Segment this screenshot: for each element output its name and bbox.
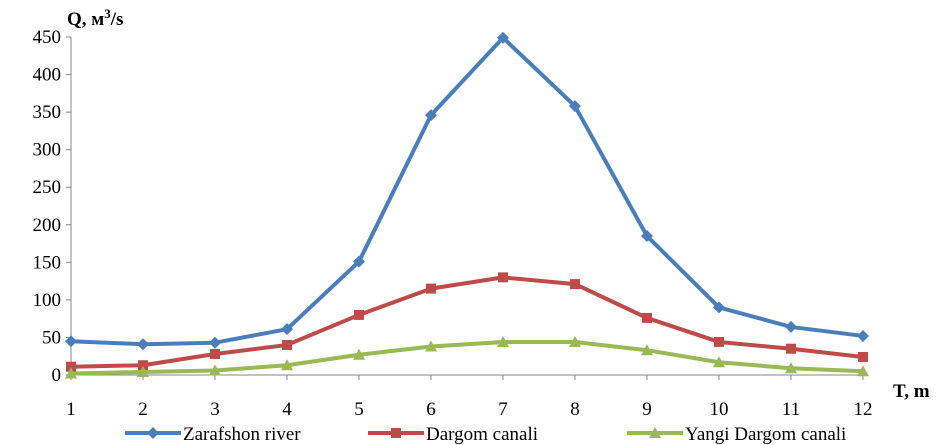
data-point [641,230,653,243]
data-point [714,336,724,347]
legend-marker [649,427,661,438]
series-3 [65,335,869,379]
x-tick-label: 11 [782,399,800,420]
series-line [70,339,864,376]
y-ticks: 0 50 100 150 200 250 300 350 400 450 [33,27,71,386]
legend-label: Dargom canali [426,424,538,445]
data-point [281,359,293,371]
data-point [713,356,725,368]
data-point [281,323,293,336]
data-point [785,320,797,333]
data-point [569,335,581,347]
data-point [354,309,364,320]
data-point [282,339,292,350]
y-tick-label: 100 [33,290,62,311]
legend-item: Yangi Dargom canali [627,424,846,445]
x-tick-label: 1 [66,399,76,420]
y-tick-label: 0 [52,365,62,386]
x-tick-label: 5 [354,399,364,420]
y-tick-label: 50 [42,327,61,348]
x-tick-label: 9 [642,399,652,420]
y-tick-label: 400 [33,65,62,86]
data-point [857,365,869,377]
legend-marker [147,427,159,439]
data-point [713,301,725,314]
axes [70,37,863,376]
x-axis-title: T, m [893,381,930,402]
x-tick-label: 4 [282,399,292,420]
x-tick-label: 2 [138,399,148,420]
data-point [425,340,437,352]
data-point [353,348,365,360]
data-point [642,312,652,323]
data-point [497,335,509,347]
x-tick-label: 12 [854,399,873,420]
series-group [65,31,869,379]
data-point [65,335,77,348]
data-point [65,367,77,379]
data-point [425,109,437,122]
legend-label: Yangi Dargom canali [685,424,846,445]
series-2 [66,272,868,372]
data-point [353,255,365,268]
legend-marker [391,428,401,438]
x-tick-label: 6 [426,399,436,420]
data-point [138,360,148,371]
legend-label: Zarafshon river [183,424,301,445]
data-point [857,329,869,342]
y-tick-label: 350 [33,102,62,123]
y-tick-label: 450 [33,27,62,48]
data-point [497,31,509,44]
y-tick-label: 250 [33,177,62,198]
x-tick-label: 10 [710,399,729,420]
series-line [70,275,864,369]
data-point [209,336,221,349]
data-point [137,365,149,377]
data-point [641,344,653,356]
legend-item: Dargom canali [368,424,538,445]
x-tick-label: 7 [498,399,508,420]
y-tick-label: 300 [33,140,62,161]
data-point [209,364,221,376]
data-point [858,351,868,362]
data-point [570,279,580,290]
legend: Zarafshon river Dargom canali Yangi Dargom… [125,424,846,445]
data-point [785,362,797,374]
legend-item: Zarafshon river [125,424,301,445]
x-ticks: 1 2 3 4 5 6 7 8 9 10 11 12 [66,375,873,420]
x-tick-label: 3 [210,399,220,420]
x-tick-label: 8 [570,399,580,420]
y-axis-title: Q, м3/s [67,6,123,30]
data-point [137,338,149,351]
y-tick-label: 200 [33,215,62,236]
data-point [426,283,436,294]
series-line [70,35,864,347]
data-point [498,272,508,283]
data-point [569,100,581,113]
data-point [210,348,220,359]
y-tick-label: 150 [33,252,62,273]
series-1 [65,31,869,351]
data-point [786,343,796,354]
data-point [66,361,76,372]
